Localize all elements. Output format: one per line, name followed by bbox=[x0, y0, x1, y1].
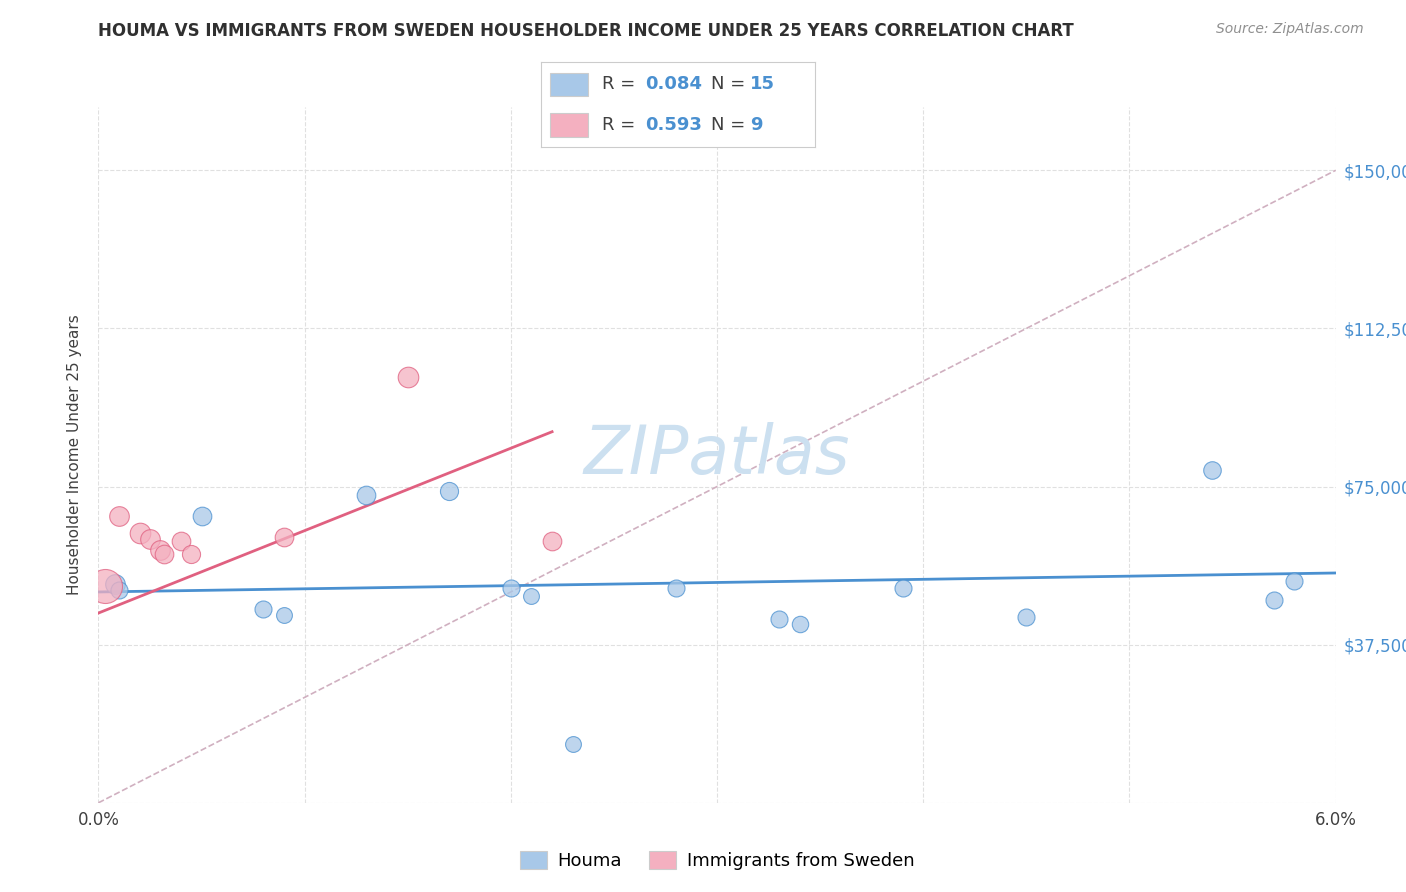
Text: 15: 15 bbox=[749, 76, 775, 94]
Point bbox=[273, 530, 295, 544]
Text: 0.084: 0.084 bbox=[645, 76, 703, 94]
Point bbox=[149, 542, 172, 557]
Point bbox=[499, 581, 522, 595]
Point bbox=[190, 509, 212, 524]
Point bbox=[108, 509, 131, 524]
Point bbox=[356, 488, 378, 502]
Point bbox=[128, 525, 150, 540]
Point bbox=[1015, 610, 1038, 624]
Point bbox=[561, 737, 583, 751]
Point bbox=[1263, 593, 1285, 607]
Point bbox=[104, 576, 127, 591]
Point bbox=[93, 579, 115, 593]
Point bbox=[180, 547, 202, 561]
Text: 9: 9 bbox=[749, 116, 762, 134]
Point bbox=[1284, 574, 1306, 589]
Point bbox=[1201, 463, 1223, 477]
Bar bbox=[550, 113, 588, 137]
Text: Source: ZipAtlas.com: Source: ZipAtlas.com bbox=[1216, 22, 1364, 37]
Y-axis label: Householder Income Under 25 years: Householder Income Under 25 years bbox=[67, 315, 83, 595]
Text: R =: R = bbox=[602, 116, 641, 134]
Bar bbox=[550, 72, 588, 96]
Point bbox=[520, 589, 543, 603]
Point bbox=[665, 581, 688, 595]
Point bbox=[139, 533, 162, 547]
Text: R =: R = bbox=[602, 76, 641, 94]
Point bbox=[252, 602, 274, 616]
Point bbox=[273, 608, 295, 623]
Point bbox=[170, 534, 193, 549]
Point bbox=[153, 547, 176, 561]
Point bbox=[768, 612, 790, 626]
Text: N =: N = bbox=[711, 116, 751, 134]
Point bbox=[891, 581, 914, 595]
Text: HOUMA VS IMMIGRANTS FROM SWEDEN HOUSEHOLDER INCOME UNDER 25 YEARS CORRELATION CH: HOUMA VS IMMIGRANTS FROM SWEDEN HOUSEHOL… bbox=[98, 22, 1074, 40]
Point bbox=[108, 582, 131, 597]
Text: ZIPatlas: ZIPatlas bbox=[583, 422, 851, 488]
Text: N =: N = bbox=[711, 76, 751, 94]
Point bbox=[396, 370, 419, 384]
Legend: Houma, Immigrants from Sweden: Houma, Immigrants from Sweden bbox=[512, 844, 922, 877]
Point bbox=[541, 534, 564, 549]
Text: 0.593: 0.593 bbox=[645, 116, 703, 134]
Point bbox=[437, 483, 460, 498]
Point bbox=[789, 616, 811, 631]
